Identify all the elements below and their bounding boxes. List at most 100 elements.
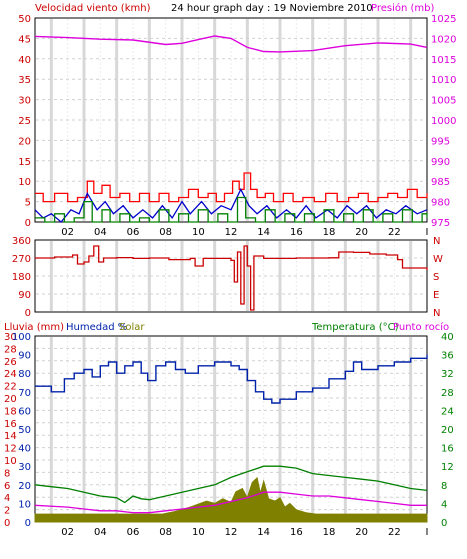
wind-speed-tick: 30 (18, 96, 31, 107)
direction-tick: 90 (18, 290, 31, 301)
humidity-tick: 0 (25, 518, 31, 529)
wind-speed-tick: 15 (18, 157, 31, 168)
x-tick-label: 12 (225, 527, 238, 538)
pressure-label: Presión (mb) (371, 2, 435, 14)
compass-tick: N (433, 236, 440, 247)
x-tick-label: I (426, 227, 429, 238)
humidity-tick: 100 (12, 332, 31, 343)
pressure-tick: 990 (431, 157, 450, 168)
x-tick-label: 04 (94, 227, 107, 238)
rain-tick: 24 (4, 369, 17, 380)
wind-speed-tick: 45 (18, 34, 31, 45)
pressure-tick: 1005 (431, 96, 456, 107)
x-tick-label: 08 (159, 527, 172, 538)
temperature-tick: 20 (441, 425, 454, 436)
humidity-label: Humedad % (66, 322, 127, 333)
rain-tick: 2 (4, 506, 10, 517)
x-tick-label: 06 (127, 527, 140, 538)
pressure-tick: 995 (431, 136, 450, 147)
temperature-label: Temperatura (°C) (311, 322, 399, 333)
x-tick-label: 12 (225, 227, 238, 238)
chart-marks: 0510152025303540455097598098599099510001… (4, 14, 456, 538)
dew-point-line (34, 491, 427, 514)
rain-tick: 20 (4, 394, 17, 405)
pressure-tick: 980 (431, 198, 450, 209)
temperature-tick: 36 (441, 351, 454, 362)
wind-direction-line (35, 245, 428, 311)
rain-tick: 6 (4, 481, 10, 492)
x-tick-label: I (426, 527, 429, 538)
wind-gust-line (35, 172, 428, 203)
rain-tick: 10 (4, 456, 17, 467)
rain-label: Lluvia (mm) (4, 322, 64, 333)
pressure-tick: 975 (431, 218, 450, 229)
compass-tick: S (433, 272, 439, 283)
temperature-tick: 16 (441, 444, 454, 455)
x-tick-label: 20 (355, 227, 368, 238)
x-tick-label: 22 (388, 527, 401, 538)
rain-tick: 18 (4, 406, 17, 417)
dew-point-label: Punto rocío (393, 321, 449, 333)
graph-title: 24 hour graph day : 19 Noviembre 2010 (171, 3, 373, 14)
wind-speed-tick: 20 (18, 136, 31, 147)
compass-tick: E (433, 290, 439, 301)
humidity-tick: 20 (18, 481, 31, 492)
pressure-line (34, 35, 428, 53)
x-tick-label: 14 (257, 227, 270, 238)
wind-speed-label: Velocidad viento (kmh) (35, 3, 151, 14)
pressure-tick: 1025 (431, 14, 456, 25)
wind-speed-tick: 25 (18, 116, 31, 127)
rain-tick: 16 (4, 419, 17, 430)
rain-tick: 14 (4, 431, 17, 442)
wind-speed-tick: 5 (25, 198, 31, 209)
x-tick-label: 08 (159, 227, 172, 238)
temperature-tick: 8 (441, 481, 447, 492)
humidity-tick: 50 (18, 425, 31, 436)
temperature-tick: 40 (441, 332, 454, 343)
temperature-tick: 12 (441, 462, 454, 473)
x-tick-label: 10 (192, 227, 205, 238)
wind-speed-tick: 50 (18, 14, 31, 25)
x-tick-label: 06 (127, 227, 140, 238)
temperature-tick: 24 (441, 406, 454, 417)
direction-tick: 0 (25, 308, 31, 319)
rain-tick: 0 (4, 518, 10, 529)
rain-tick: 4 (4, 493, 10, 504)
x-tick-label: 02 (61, 227, 74, 238)
wind-speed-tick: 40 (18, 55, 31, 66)
temperature-line (34, 465, 428, 504)
x-tick-label: 18 (323, 527, 336, 538)
humidity-line (35, 354, 428, 404)
x-tick-label: 18 (323, 227, 336, 238)
x-tick-label: 20 (355, 527, 368, 538)
humidity-tick: 30 (18, 462, 31, 473)
rain-tick: 28 (4, 344, 17, 355)
wind-average-line (34, 187, 428, 223)
direction-tick: 360 (12, 236, 31, 247)
rain-tick: 8 (4, 468, 10, 479)
humidity-tick: 10 (18, 499, 31, 510)
x-tick-label: 02 (61, 527, 74, 538)
wind-minimum-line (35, 196, 428, 223)
compass-tick: W (433, 254, 443, 265)
temperature-tick: 28 (441, 388, 454, 399)
solar-area (34, 476, 428, 523)
humidity-tick: 40 (18, 444, 31, 455)
pressure-tick: 1015 (431, 55, 456, 66)
pressure-tick: 1010 (431, 75, 456, 86)
temperature-tick: 4 (441, 499, 447, 510)
x-tick-label: 16 (290, 527, 303, 538)
temperature-tick: 0 (441, 518, 447, 529)
x-tick-label: 14 (257, 527, 270, 538)
compass-tick: N (433, 308, 440, 319)
humidity-tick: 80 (18, 369, 31, 380)
humidity-tick: 60 (18, 406, 31, 417)
rain-tick: 26 (4, 357, 17, 368)
wind-speed-tick: 35 (18, 75, 31, 86)
x-tick-label: 16 (290, 227, 303, 238)
rain-tick: 22 (4, 382, 17, 393)
rain-tick: 30 (4, 332, 17, 343)
humidity-tick: 70 (18, 388, 31, 399)
